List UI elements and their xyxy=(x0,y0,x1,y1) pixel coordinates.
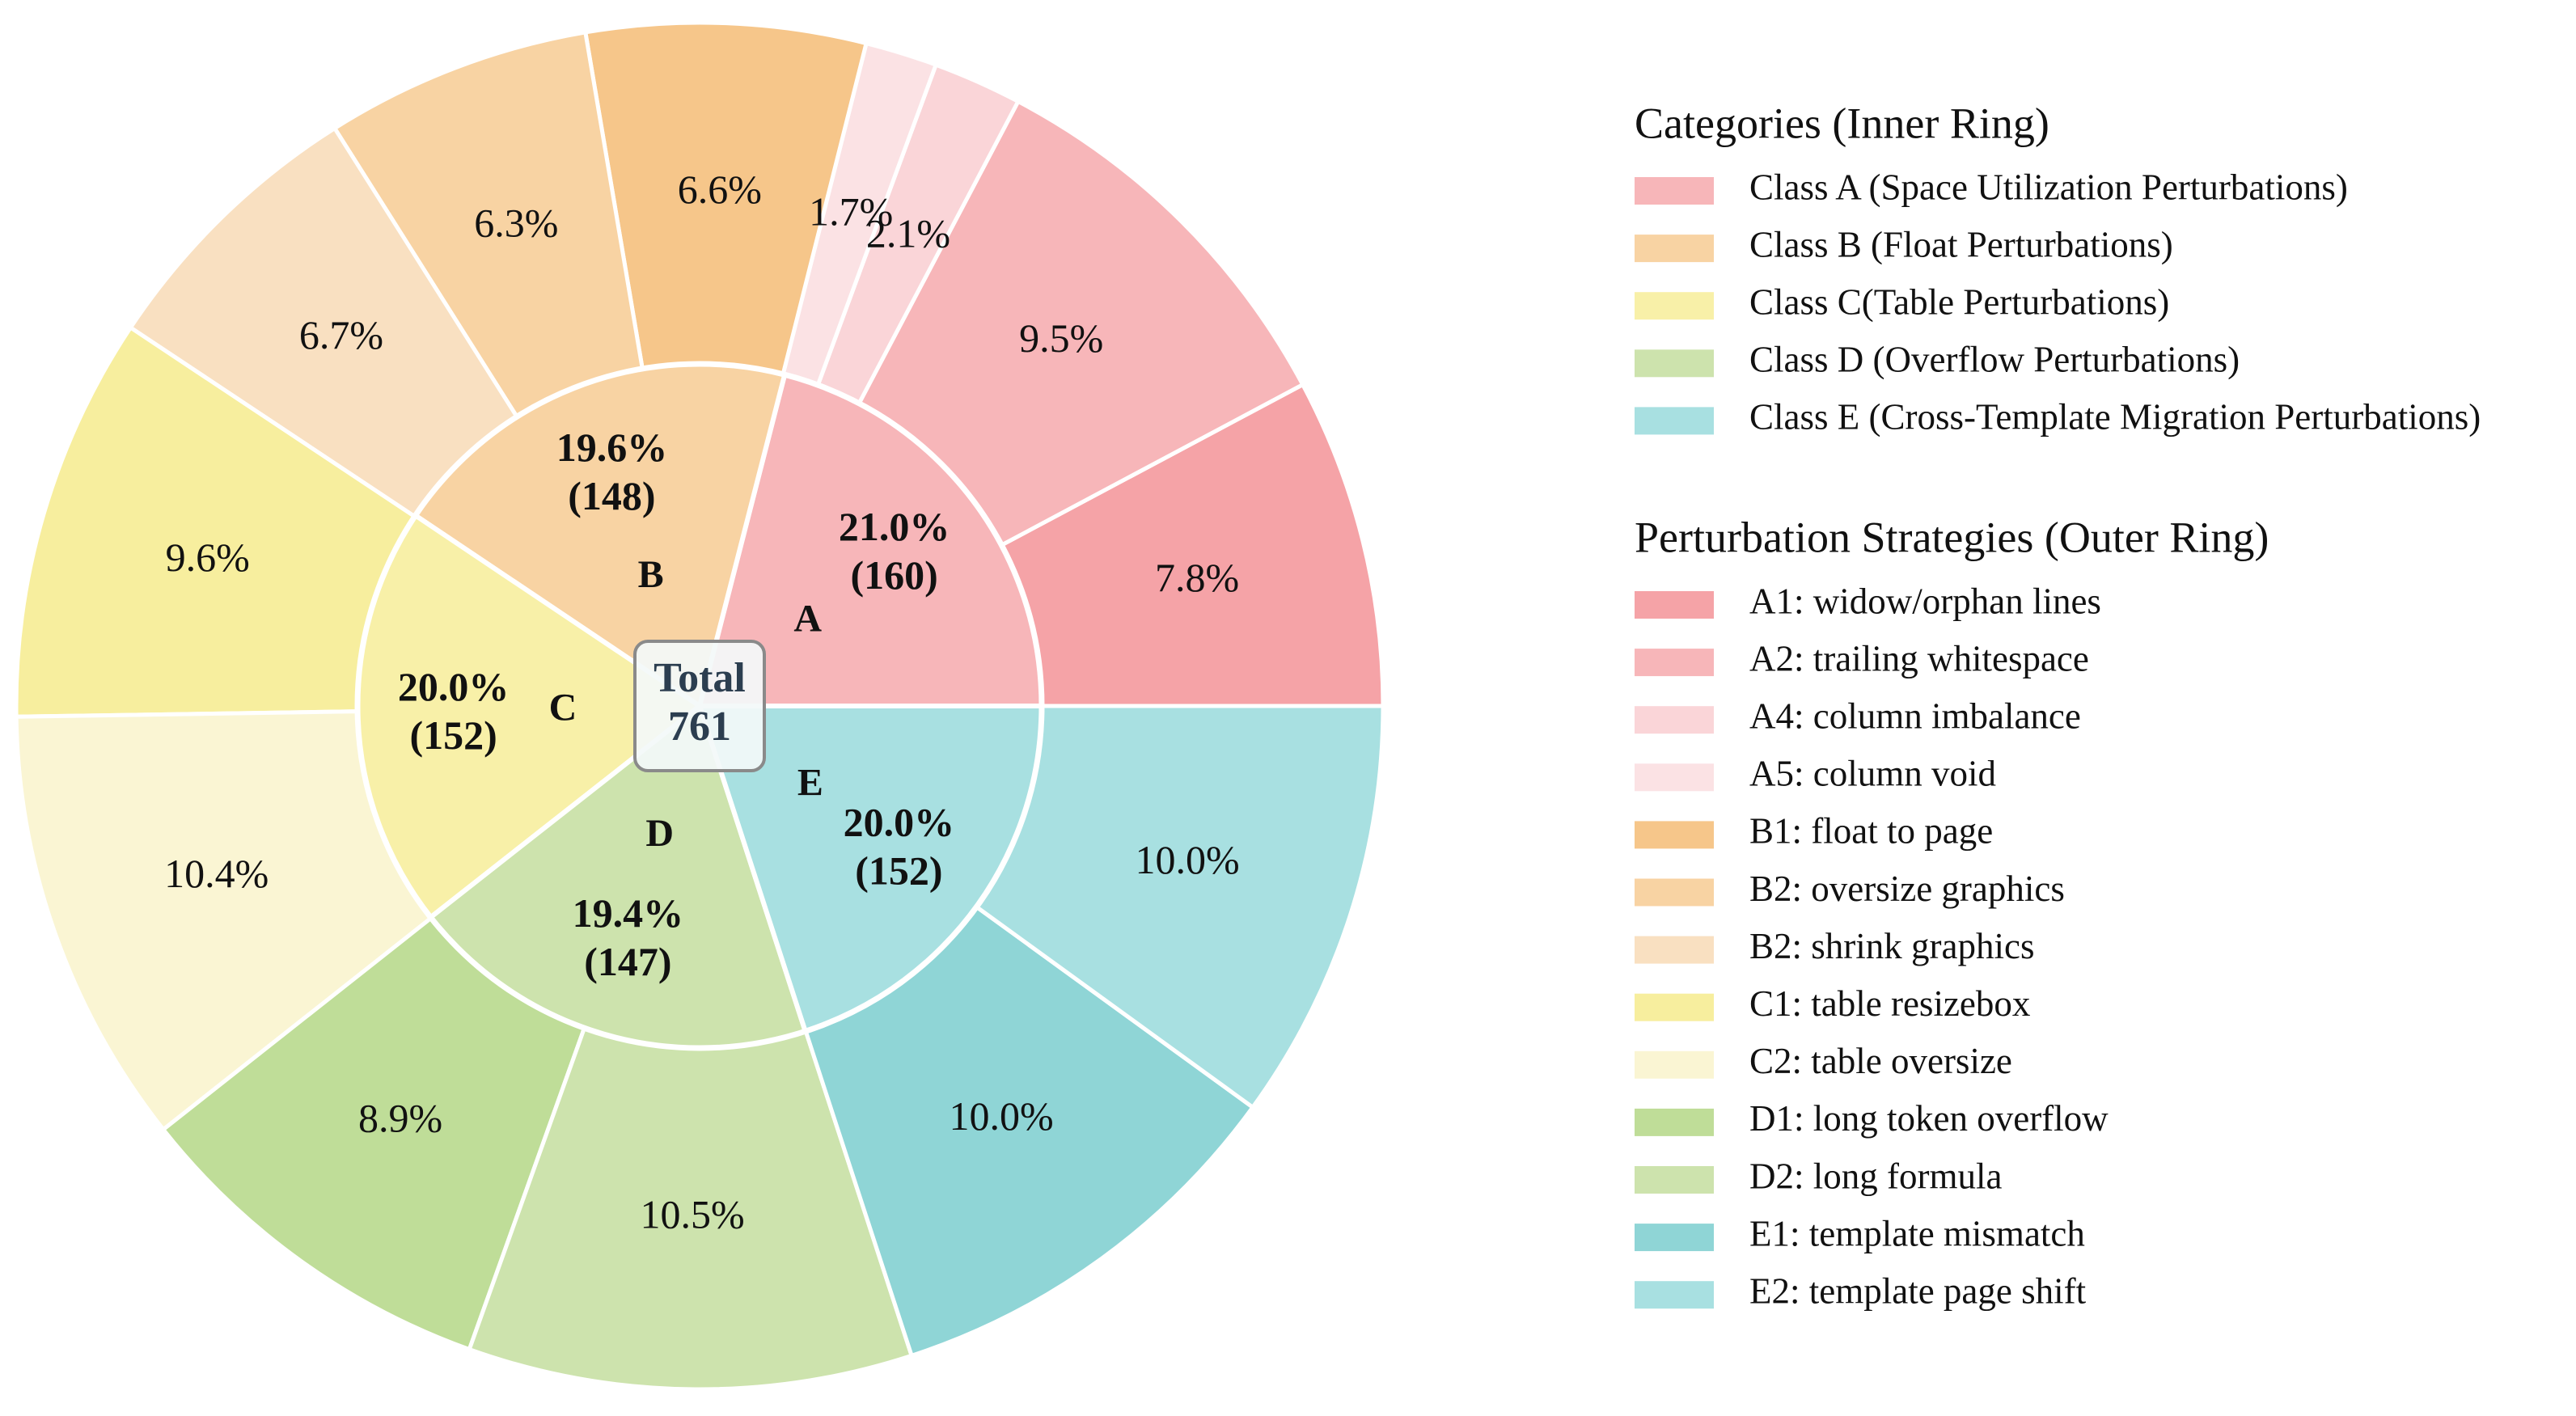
labels: 7.8% 9.5% 2.1%1.7% 6.6% 6.3% 6.7% 9.6% 10.4% 8.9… xyxy=(164,167,1239,1236)
legend-label: A2: trailing whitespace xyxy=(1749,638,2089,678)
legend-swatch xyxy=(1635,235,1714,263)
legend-title: Categories (Inner Ring) xyxy=(1635,99,2049,147)
legend-label: Class C(Table Perturbations) xyxy=(1749,282,2169,323)
outer-value-label: 9.5% xyxy=(1019,315,1103,361)
legend-label: A5: column void xyxy=(1749,754,1996,794)
legend-label: D2: long formula xyxy=(1749,1156,2002,1196)
outer-value-label: 6.7% xyxy=(299,312,383,357)
legend-title: Perturbation Strategies (Outer Ring) xyxy=(1635,513,2269,561)
legend-swatch xyxy=(1635,591,1714,619)
legend-swatch xyxy=(1635,407,1714,435)
outer-value-label: 7.8% xyxy=(1155,555,1239,600)
outer-value-label: 10.5% xyxy=(640,1191,744,1236)
legend-label: E1: template mismatch xyxy=(1749,1213,2085,1253)
outer-value-label: 9.6% xyxy=(166,535,250,580)
inner-category-label: A xyxy=(793,597,822,640)
legend-label: Class A (Space Utilization Perturbations… xyxy=(1749,167,2348,207)
legend-label: B1: float to page xyxy=(1749,811,1993,852)
inner-value-label: 20.0% xyxy=(844,799,955,844)
legend-label: A4: column imbalance xyxy=(1749,696,2081,737)
legend-swatch xyxy=(1635,1108,1714,1136)
legend-label: Class B (Float Perturbations) xyxy=(1749,224,2173,264)
total-label: Total xyxy=(654,655,746,701)
legend-swatch xyxy=(1635,292,1714,320)
outer-value-label: 6.3% xyxy=(474,200,558,245)
inner-value-label: 19.6% xyxy=(556,425,668,470)
legend-label: Class E (Cross-Template Migration Pertur… xyxy=(1749,397,2481,437)
inner-count-label: (152) xyxy=(410,712,497,758)
inner-value-label: 19.4% xyxy=(573,890,684,936)
total-value: 761 xyxy=(668,704,731,750)
legend-swatch xyxy=(1635,1166,1714,1194)
legend-swatch xyxy=(1635,821,1714,849)
legend-swatch xyxy=(1635,1050,1714,1079)
outer-value-label: 10.0% xyxy=(950,1093,1054,1139)
inner-category-label: E xyxy=(797,761,823,804)
legend-swatch xyxy=(1635,706,1714,734)
legend-swatch xyxy=(1635,763,1714,792)
legend-label: E2: template page shift xyxy=(1749,1271,2087,1312)
legend-label: C2: table oversize xyxy=(1749,1041,2012,1081)
inner-category-label: D xyxy=(645,812,674,855)
legend-swatch xyxy=(1635,349,1714,378)
legend-label: B2: shrink graphics xyxy=(1749,926,2034,966)
inner-count-label: (152) xyxy=(855,847,942,893)
outer-value-label: 2.1% xyxy=(866,210,950,256)
legend-swatch xyxy=(1635,878,1714,907)
outer-value-label: 10.0% xyxy=(1135,837,1239,882)
legend-swatch xyxy=(1635,177,1714,205)
outer-value-label: 6.6% xyxy=(678,167,762,212)
inner-category-label: B xyxy=(638,553,664,596)
inner-count-label: (147) xyxy=(584,939,671,984)
legend-swatch xyxy=(1635,993,1714,1021)
legend-label: Class D (Overflow Perturbations) xyxy=(1749,340,2240,380)
legend-label: C1: table resizebox xyxy=(1749,983,2030,1024)
legend: Categories (Inner Ring) Class A (Space Ut… xyxy=(1635,99,2481,1312)
legend-swatch xyxy=(1635,1281,1714,1309)
outer-value-label: 1.7% xyxy=(809,189,893,235)
legend-label: B2: oversize graphics xyxy=(1749,869,2065,909)
legend-label: A1: widow/orphan lines xyxy=(1749,581,2101,621)
outer-value-label: 10.4% xyxy=(164,851,269,896)
inner-category-label: C xyxy=(549,686,577,729)
rings xyxy=(14,20,1385,1392)
inner-count-label: (148) xyxy=(568,473,655,518)
inner-value-label: 21.0% xyxy=(839,504,950,549)
inner-count-label: (160) xyxy=(850,552,937,598)
legend-swatch xyxy=(1635,936,1714,964)
ring-divider xyxy=(354,361,1045,1051)
total-box xyxy=(633,640,766,772)
legend-swatch xyxy=(1635,649,1714,677)
outer-value-label: 8.9% xyxy=(358,1095,442,1140)
legend-swatch xyxy=(1635,1224,1714,1252)
legend-label: D1: long token overflow xyxy=(1749,1098,2109,1139)
inner-value-label: 20.0% xyxy=(398,664,510,709)
